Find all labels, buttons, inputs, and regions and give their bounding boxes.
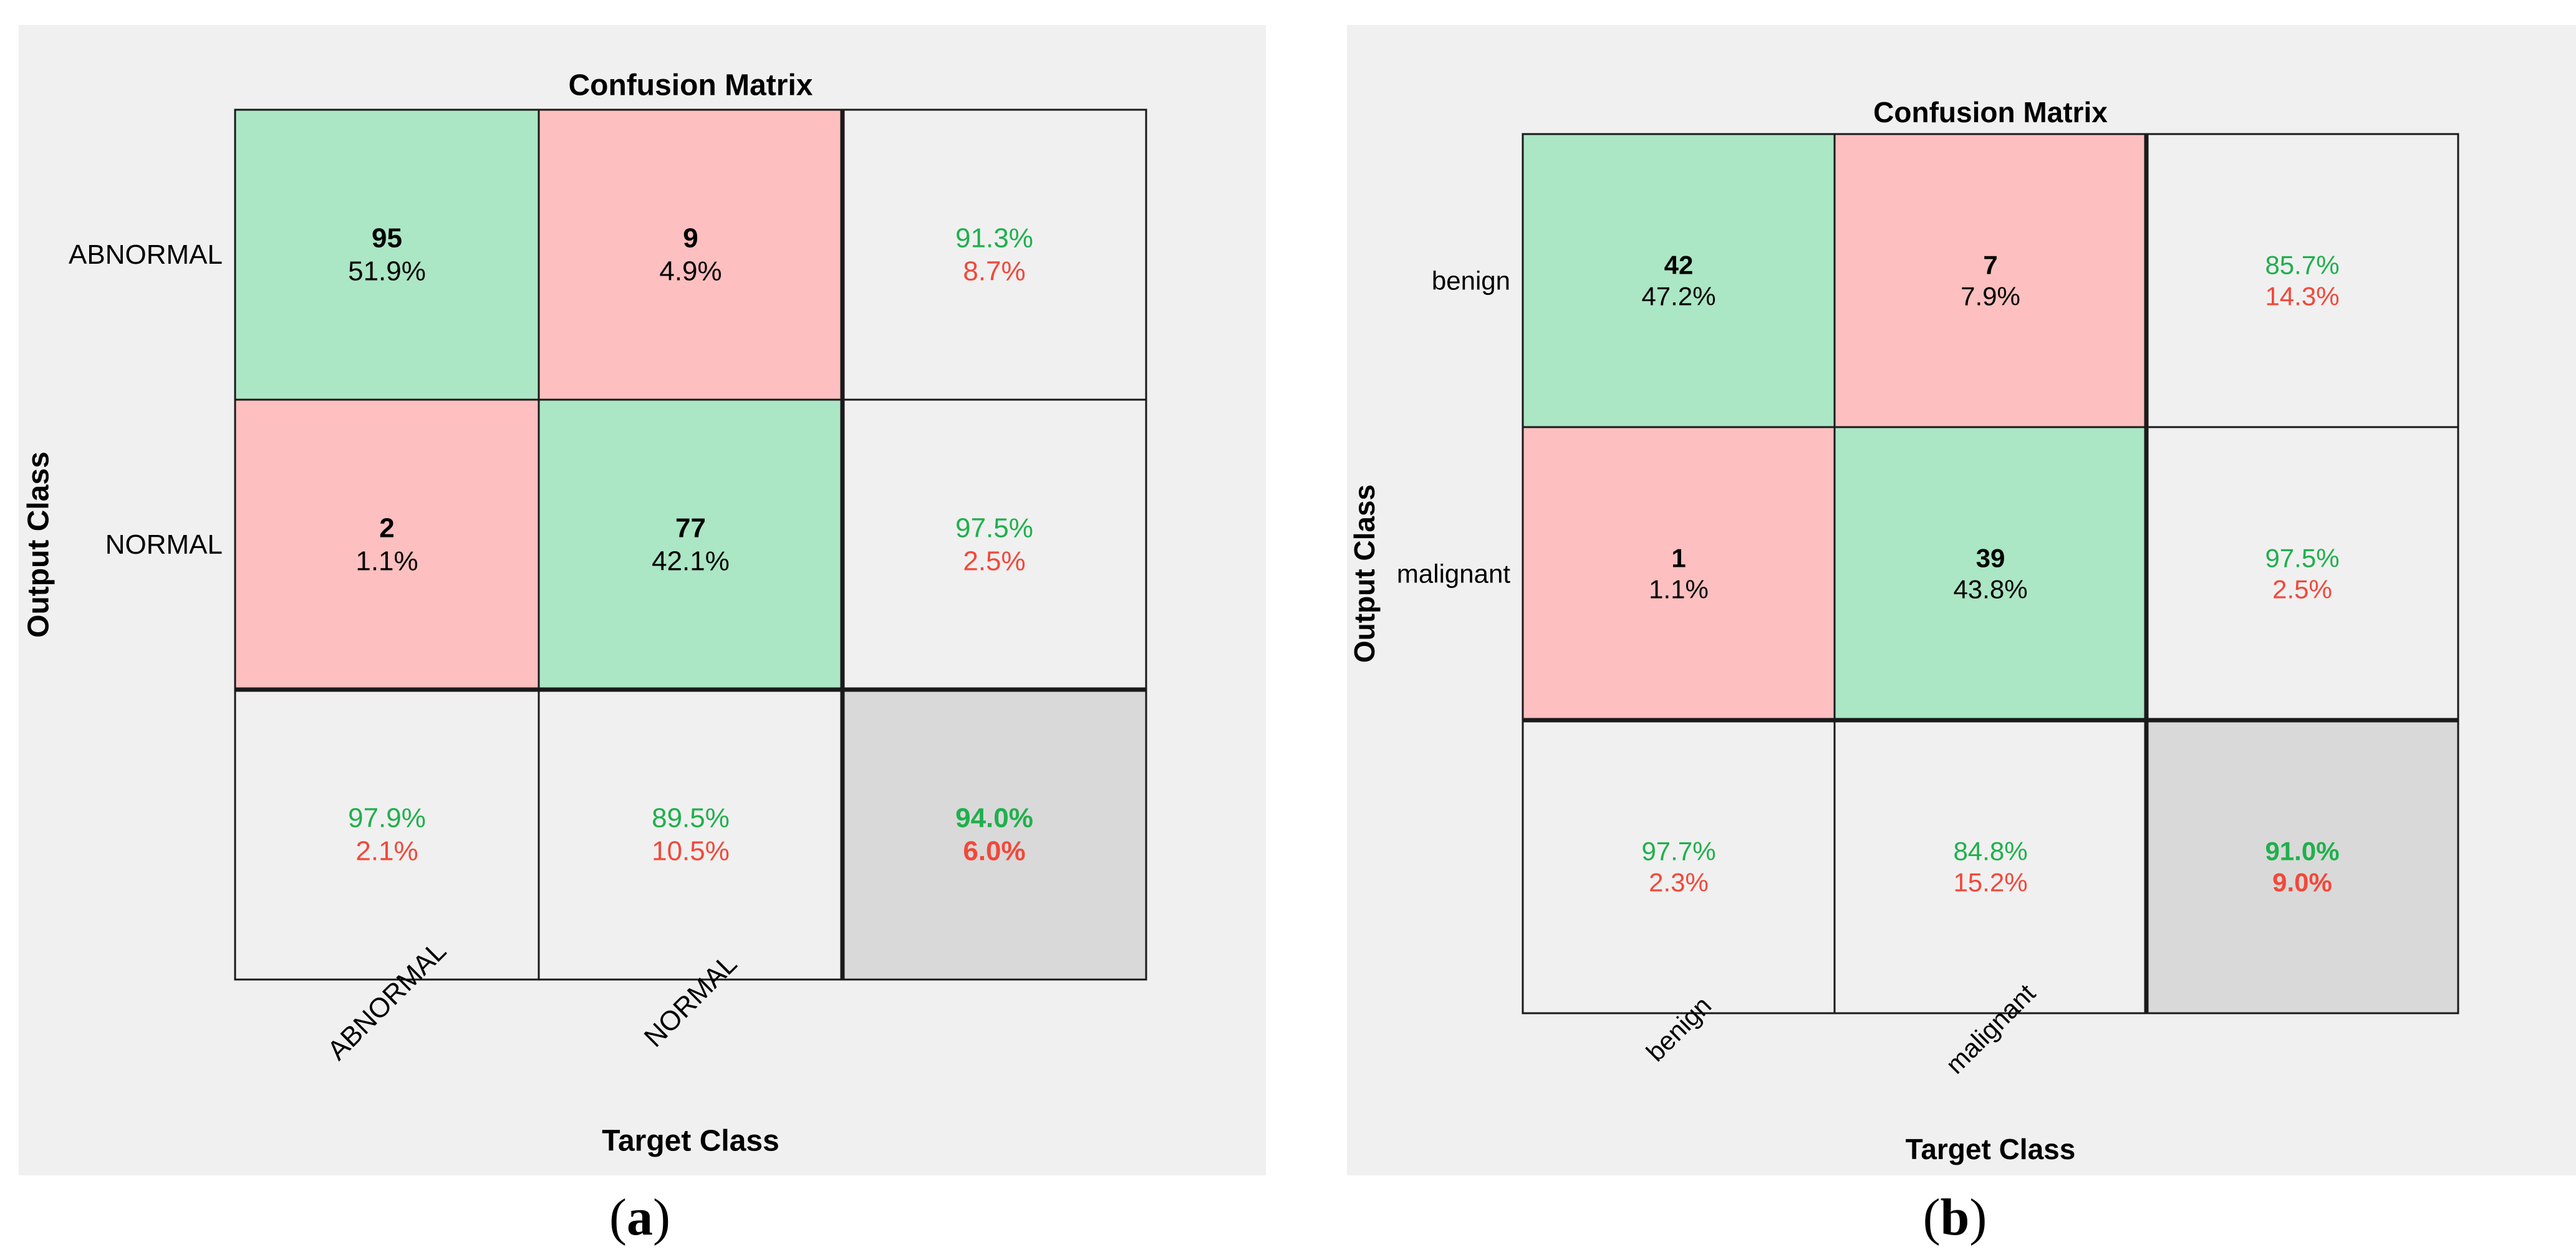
error-percentage: 8.7% xyxy=(963,256,1025,286)
row-tick-label: benign xyxy=(1432,266,1510,296)
column-summary-cell xyxy=(234,688,540,981)
row-summary-cell xyxy=(841,108,1147,401)
cell-percentage: 1.1% xyxy=(355,546,418,576)
error-percentage: 15.2% xyxy=(1953,868,2027,897)
error-percentage: 10.5% xyxy=(652,836,730,866)
caption-letter: a xyxy=(627,1188,653,1246)
panel-caption: (b) xyxy=(1923,1188,1987,1246)
cell-count: 39 xyxy=(1976,543,2005,572)
error-percentage: 2.1% xyxy=(355,836,418,866)
error-cell xyxy=(234,398,540,691)
correct-percentage: 97.5% xyxy=(955,513,1033,544)
chart-title: Confusion Matrix xyxy=(1873,96,2108,128)
correct-percentage: 97.5% xyxy=(2265,543,2339,572)
error-percentage: 14.3% xyxy=(2265,282,2339,311)
x-axis-label: Target Class xyxy=(1906,1133,2076,1165)
caption-text: (b) xyxy=(1923,1188,1987,1246)
column-summary-cell xyxy=(538,688,844,981)
correct-cell xyxy=(1833,426,2148,721)
correct-percentage: 97.7% xyxy=(1641,836,1715,865)
correct-percentage: 97.9% xyxy=(348,803,426,834)
error-cell xyxy=(538,108,844,401)
correct-percentage: 85.7% xyxy=(2265,250,2339,279)
cell-percentage: 42.1% xyxy=(652,546,730,576)
cell-count: 95 xyxy=(372,223,402,254)
y-axis-label: Output Class xyxy=(1348,484,1381,663)
cell-percentage: 43.8% xyxy=(1953,575,2027,604)
cell-percentage: 7.9% xyxy=(1961,282,2020,311)
error-percentage: 9.0% xyxy=(2272,868,2332,897)
overall-accuracy-cell xyxy=(841,688,1147,981)
cell-count: 7 xyxy=(1983,250,1997,279)
caption-letter: b xyxy=(1941,1188,1970,1246)
caption-open-paren: ( xyxy=(609,1188,627,1246)
cell-count: 1 xyxy=(1671,543,1686,572)
y-axis-label: Output Class xyxy=(22,451,55,638)
cell-count: 9 xyxy=(683,223,698,254)
row-summary-cell xyxy=(2145,133,2459,428)
row-tick-label: ABNORMAL xyxy=(69,239,223,270)
column-summary-cell xyxy=(1522,719,1836,1014)
caption-text: (a) xyxy=(609,1188,670,1246)
cell-percentage: 51.9% xyxy=(348,256,426,286)
chart-title: Confusion Matrix xyxy=(569,69,813,102)
error-cell xyxy=(1522,426,1836,721)
error-percentage: 2.5% xyxy=(2272,575,2332,604)
correct-percentage: 89.5% xyxy=(652,803,730,834)
confusion-matrix-panel-b: Confusion Matrix 42 47.2% 7 7.9% 85.7% 14.3% 1 1… xyxy=(1347,25,2576,1246)
cell-percentage: 1.1% xyxy=(1649,575,1709,604)
error-cell xyxy=(1833,133,2148,428)
caption-close-paren: ) xyxy=(653,1188,670,1246)
correct-cell xyxy=(1522,133,1836,428)
x-axis-label: Target Class xyxy=(602,1125,779,1158)
cell-count: 42 xyxy=(1664,250,1694,279)
caption-open-paren: ( xyxy=(1923,1188,1941,1246)
row-summary-cell xyxy=(841,398,1147,691)
row-summary-cell xyxy=(2145,426,2459,721)
correct-percentage: 91.0% xyxy=(2265,836,2339,865)
overall-accuracy-cell xyxy=(2145,719,2459,1014)
correct-percentage: 91.3% xyxy=(955,223,1033,254)
error-percentage: 6.0% xyxy=(963,836,1025,866)
error-percentage: 2.5% xyxy=(963,546,1025,576)
correct-percentage: 94.0% xyxy=(955,803,1033,834)
row-tick-label: NORMAL xyxy=(105,529,223,560)
cell-percentage: 4.9% xyxy=(659,256,721,286)
caption-close-paren: ) xyxy=(1969,1188,1987,1246)
row-tick-label: malignant xyxy=(1397,559,1510,589)
column-summary-cell xyxy=(1833,719,2148,1014)
cell-count: 77 xyxy=(675,513,706,544)
error-percentage: 2.3% xyxy=(1649,868,1709,897)
panel-caption: (a) xyxy=(609,1188,670,1246)
correct-percentage: 84.8% xyxy=(1953,836,2027,865)
cell-percentage: 47.2% xyxy=(1641,282,1715,311)
correct-cell xyxy=(538,398,844,691)
correct-cell xyxy=(234,108,540,401)
cell-count: 2 xyxy=(379,513,394,544)
